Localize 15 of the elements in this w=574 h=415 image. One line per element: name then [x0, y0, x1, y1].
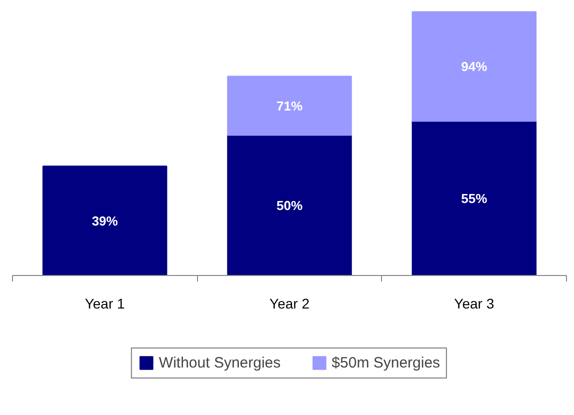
legend-label: $50m Synergies: [332, 354, 440, 371]
data-label: 39%: [92, 213, 118, 228]
bar: [42, 166, 168, 276]
data-label: 55%: [461, 190, 488, 206]
legend-label: Without Synergies: [158, 354, 281, 371]
total-label: 71%: [276, 98, 303, 114]
x-tick-label: Year 1: [84, 296, 126, 312]
bar: [227, 134, 352, 276]
bar: [412, 11, 537, 122]
bar: [412, 120, 537, 276]
x-tick-label: Year 2: [270, 296, 310, 312]
x-tick-label: Year 3: [454, 296, 494, 312]
data-label: 50%: [276, 198, 303, 213]
bar: [227, 76, 352, 136]
total-label: 94%: [461, 58, 488, 74]
